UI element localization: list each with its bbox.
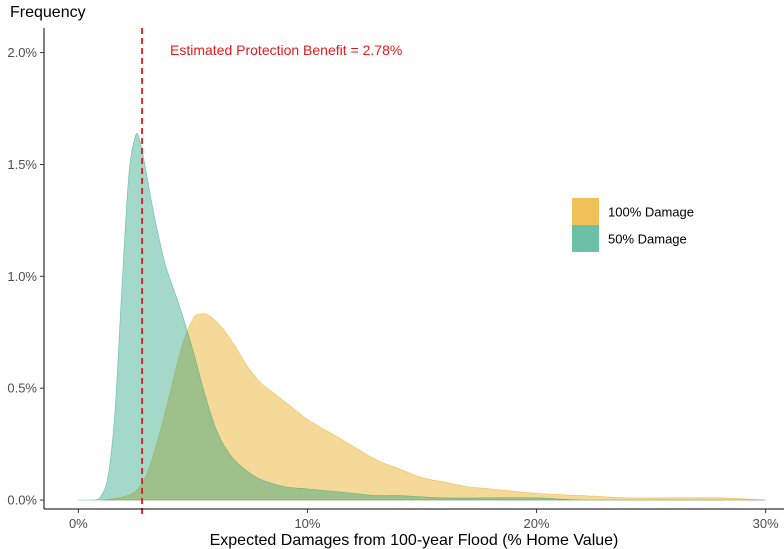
- density-areas: [78, 133, 766, 501]
- x-tick-label: 0%: [69, 516, 88, 531]
- legend-key-half-damage: [572, 225, 599, 252]
- axes: 0.0% 0.5% 1.0% 1.5% 2.0% 0% 10% 20% 30%: [7, 28, 784, 531]
- x-axis-title: Expected Damages from 100-year Flood (% …: [210, 532, 619, 549]
- x-tick-label: 30%: [753, 516, 779, 531]
- x-tick-label: 10%: [294, 516, 320, 531]
- y-axis-title: Frequency: [10, 4, 86, 21]
- legend-key-full-damage: [572, 198, 599, 225]
- y-tick-label: 1.0%: [7, 269, 37, 284]
- y-tick-label: 0.5%: [7, 381, 37, 396]
- protection-benefit-label: Estimated Protection Benefit = 2.78%: [170, 42, 402, 58]
- y-tick-label: 2.0%: [7, 45, 37, 60]
- density-area-half-damage: [78, 133, 766, 501]
- density-area-full-damage: [101, 313, 766, 501]
- x-tick-label: 20%: [524, 516, 550, 531]
- annotation-layer: Estimated Protection Benefit = 2.78%: [141, 28, 402, 518]
- y-tick-label: 1.5%: [7, 157, 37, 172]
- y-tick-label: 0.0%: [7, 493, 37, 508]
- legend-label: 50% Damage: [608, 232, 687, 247]
- legend-label: 100% Damage: [608, 205, 694, 220]
- legend: 100% Damage 50% Damage: [572, 198, 694, 252]
